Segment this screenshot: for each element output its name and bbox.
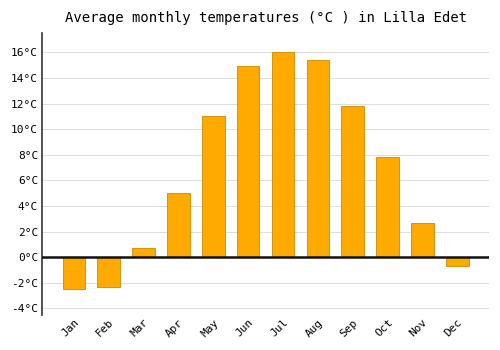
- Bar: [446, 257, 468, 266]
- Bar: [342, 106, 364, 257]
- Bar: [167, 193, 190, 257]
- Bar: [132, 248, 155, 257]
- Bar: [306, 60, 329, 257]
- Bar: [411, 223, 434, 257]
- Bar: [202, 117, 224, 257]
- Bar: [376, 158, 399, 257]
- Bar: [62, 257, 85, 289]
- Title: Average monthly temperatures (°C ) in Lilla Edet: Average monthly temperatures (°C ) in Li…: [64, 11, 466, 25]
- Bar: [272, 52, 294, 257]
- Bar: [237, 66, 260, 257]
- Bar: [98, 257, 120, 287]
